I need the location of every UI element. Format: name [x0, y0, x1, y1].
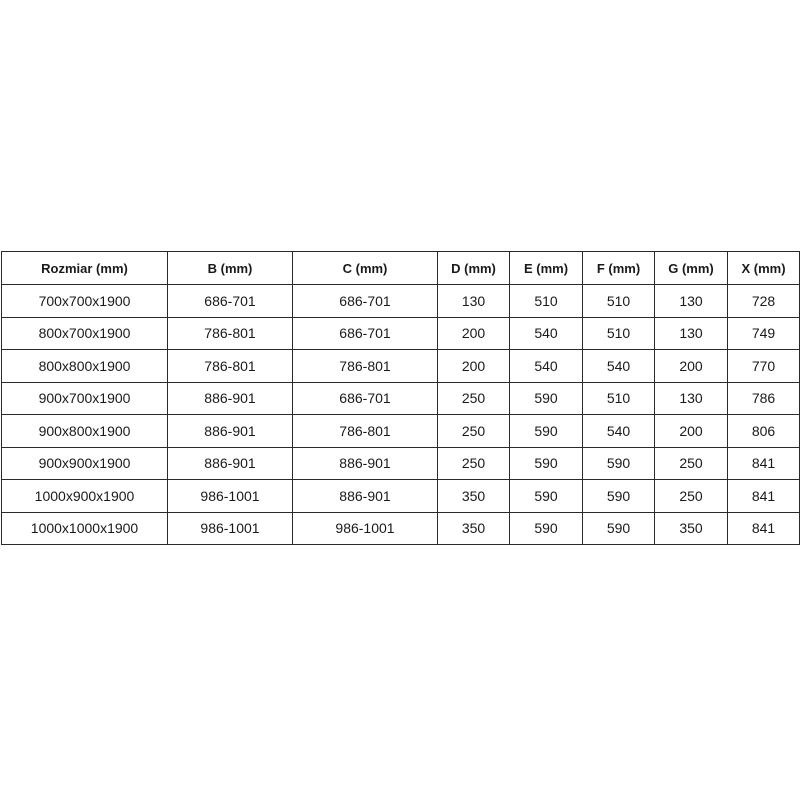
table-cell: 686-701	[167, 284, 293, 318]
table-cell: 590	[509, 446, 583, 480]
table-cell: 786-801	[167, 316, 293, 350]
column-header: F (mm)	[582, 251, 655, 285]
column-header: E (mm)	[509, 251, 583, 285]
table-cell: 590	[509, 414, 583, 448]
table-row: 800x800x1900 786-801 786-801 200 540 540 200 77…	[1, 349, 800, 383]
table-cell: 590	[509, 381, 583, 415]
table-row: 900x800x1900 886-901 786-801 250 590 540 200 80…	[1, 414, 800, 448]
table-cell: 841	[727, 446, 800, 480]
table-cell: 250	[437, 381, 510, 415]
table-cell: 250	[654, 479, 728, 513]
column-header: C (mm)	[292, 251, 438, 285]
table-cell: 540	[509, 349, 583, 383]
column-header: X (mm)	[727, 251, 800, 285]
table-cell: 200	[437, 349, 510, 383]
table-cell: 540	[509, 316, 583, 350]
column-header: B (mm)	[167, 251, 293, 285]
table-cell: 200	[654, 414, 728, 448]
table-cell: 700x700x1900	[1, 284, 168, 318]
table-row: 900x700x1900 886-901 686-701 250 590 510 130 78…	[1, 381, 800, 415]
table-cell: 770	[727, 349, 800, 383]
table-cell: 250	[437, 446, 510, 480]
table-cell: 590	[582, 479, 655, 513]
table-cell: 900x900x1900	[1, 446, 168, 480]
table-row: 1000x900x1900 986-1001 886-901 350 590 590 250…	[1, 479, 800, 513]
table-cell: 886-901	[167, 414, 293, 448]
table-cell: 786-801	[167, 349, 293, 383]
column-header: G (mm)	[654, 251, 728, 285]
table-cell: 350	[654, 511, 728, 545]
dimensions-table: Rozmiar (mm) B (mm) C (mm) D (mm) E (mm) F (m…	[1, 251, 800, 545]
table-cell: 200	[437, 316, 510, 350]
table-row: 1000x1000x1900 986-1001 986-1001 350 590 590 3…	[1, 511, 800, 545]
table-cell: 686-701	[292, 381, 438, 415]
table-cell: 200	[654, 349, 728, 383]
table-cell: 986-1001	[167, 511, 293, 545]
table-cell: 986-1001	[292, 511, 438, 545]
table-cell: 590	[582, 511, 655, 545]
table-cell: 1000x900x1900	[1, 479, 168, 513]
column-header: Rozmiar (mm)	[1, 251, 168, 285]
table-cell: 510	[582, 284, 655, 318]
table-cell: 130	[654, 381, 728, 415]
table-cell: 130	[654, 316, 728, 350]
table-cell: 590	[582, 446, 655, 480]
table-cell: 806	[727, 414, 800, 448]
table-cell: 510	[582, 316, 655, 350]
table-cell: 590	[509, 479, 583, 513]
table-cell: 786-801	[292, 349, 438, 383]
table-cell: 510	[582, 381, 655, 415]
table-cell: 749	[727, 316, 800, 350]
table-cell: 130	[654, 284, 728, 318]
table-cell: 686-701	[292, 316, 438, 350]
table-cell: 900x800x1900	[1, 414, 168, 448]
table-cell: 540	[582, 414, 655, 448]
table-cell: 130	[437, 284, 510, 318]
table-cell: 728	[727, 284, 800, 318]
table-cell: 350	[437, 479, 510, 513]
table-cell: 900x700x1900	[1, 381, 168, 415]
table-cell: 886-901	[292, 479, 438, 513]
table-row: 900x900x1900 886-901 886-901 250 590 590 250 84…	[1, 446, 800, 480]
table-cell: 686-701	[292, 284, 438, 318]
table-cell: 350	[437, 511, 510, 545]
table-cell: 886-901	[167, 446, 293, 480]
table-cell: 886-901	[167, 381, 293, 415]
table-cell: 540	[582, 349, 655, 383]
table-cell: 786-801	[292, 414, 438, 448]
table-cell: 986-1001	[167, 479, 293, 513]
table-cell: 841	[727, 511, 800, 545]
table-cell: 250	[654, 446, 728, 480]
table-cell: 841	[727, 479, 800, 513]
header-row: Rozmiar (mm) B (mm) C (mm) D (mm) E (mm) F (m…	[1, 251, 800, 285]
table-cell: 510	[509, 284, 583, 318]
table-cell: 800x700x1900	[1, 316, 168, 350]
table-row: 700x700x1900 686-701 686-701 130 510 510 130 72…	[1, 284, 800, 318]
table-cell: 886-901	[292, 446, 438, 480]
table-cell: 250	[437, 414, 510, 448]
table-cell: 786	[727, 381, 800, 415]
table-cell: 800x800x1900	[1, 349, 168, 383]
table-row: 800x700x1900 786-801 686-701 200 540 510 130 74…	[1, 316, 800, 350]
column-header: D (mm)	[437, 251, 510, 285]
table-cell: 590	[509, 511, 583, 545]
table-cell: 1000x1000x1900	[1, 511, 168, 545]
